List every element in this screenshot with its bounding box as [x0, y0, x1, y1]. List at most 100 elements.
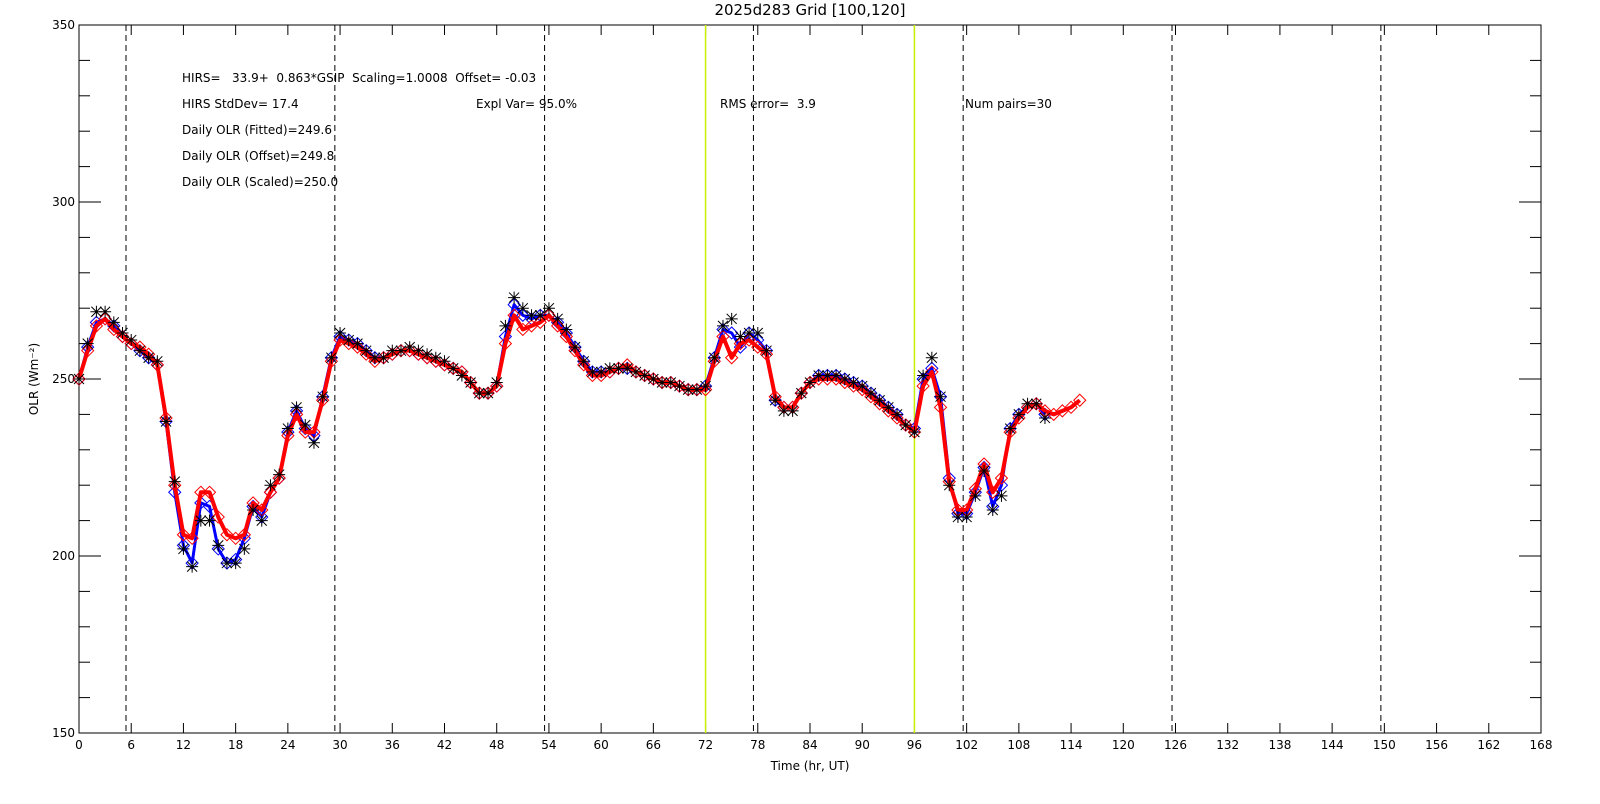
point-marker — [542, 302, 555, 315]
point-marker — [734, 330, 747, 343]
point-marker — [603, 362, 616, 375]
x-tick-label: 84 — [802, 738, 817, 752]
point-marker — [890, 411, 904, 425]
point-marker — [1064, 400, 1078, 415]
point-marker — [812, 369, 825, 382]
y-tick-label: 150 — [52, 726, 75, 740]
point-marker — [473, 387, 486, 400]
x-tick-label: 66 — [646, 738, 661, 752]
point-marker — [80, 343, 95, 358]
point-marker — [255, 514, 268, 527]
annotation: Daily OLR (Offset)=249.8 — [182, 149, 334, 163]
point-marker — [315, 393, 330, 407]
point-marker — [943, 479, 956, 492]
x-tick-label: 144 — [1321, 738, 1344, 752]
point-marker — [951, 511, 964, 524]
point-marker — [455, 369, 468, 382]
point-marker — [151, 355, 164, 368]
x-tick-label: 24 — [280, 738, 295, 752]
annotation: Daily OLR (Fitted)=249.6 — [182, 123, 332, 137]
x-tick-label: 168 — [1530, 738, 1553, 752]
point-marker — [429, 351, 442, 364]
point-marker — [821, 369, 834, 382]
point-marker — [264, 479, 277, 492]
point-marker — [577, 358, 591, 372]
x-tick-label: 156 — [1425, 738, 1448, 752]
point-marker — [769, 394, 782, 407]
point-marker — [759, 347, 774, 361]
point-marker — [229, 557, 242, 570]
x-tick-label: 48 — [489, 738, 504, 752]
x-tick-label: 102 — [955, 738, 978, 752]
x-tick-label: 132 — [1216, 738, 1239, 752]
point-marker — [908, 426, 921, 439]
x-tick-label: 78 — [750, 738, 765, 752]
point-marker — [360, 344, 373, 357]
point-marker — [569, 341, 582, 354]
point-marker — [559, 329, 574, 344]
point-marker — [272, 471, 286, 485]
point-marker — [751, 326, 764, 339]
point-marker — [403, 341, 416, 354]
point-marker — [917, 369, 930, 382]
point-marker — [690, 383, 703, 396]
point-marker — [864, 389, 878, 404]
point-marker — [829, 372, 843, 386]
point-marker — [743, 326, 756, 339]
annotation: Daily OLR (Scaled)=250.0 — [182, 175, 338, 189]
point-marker — [724, 351, 739, 365]
x-tick-label: 120 — [1112, 738, 1135, 752]
point-marker — [211, 510, 225, 524]
chart-title: 2025d283 Grid [100,120] — [714, 1, 905, 19]
point-marker — [386, 344, 399, 357]
point-marker — [751, 340, 765, 354]
point-marker — [176, 528, 191, 542]
x-tick-label: 54 — [541, 738, 556, 752]
point-marker — [804, 376, 816, 389]
point-marker — [186, 560, 199, 573]
point-marker — [289, 407, 304, 422]
point-marker — [716, 319, 729, 332]
point-marker — [699, 380, 712, 393]
point-marker — [1073, 393, 1087, 407]
x-tick-label: 150 — [1373, 738, 1396, 752]
point-marker — [168, 475, 181, 488]
point-marker — [499, 319, 512, 332]
point-marker — [185, 531, 199, 546]
point-marker — [107, 316, 120, 329]
point-marker — [1021, 397, 1034, 410]
point-marker — [934, 390, 947, 403]
point-marker — [656, 376, 669, 389]
x-axis-label: Time (hr, UT) — [770, 759, 850, 773]
point-marker — [978, 465, 991, 478]
point-marker — [220, 557, 233, 570]
point-marker — [273, 468, 286, 481]
point-marker — [89, 319, 104, 333]
x-tick-label: 18 — [228, 738, 243, 752]
x-tick-label: 36 — [385, 738, 400, 752]
point-marker — [168, 485, 182, 499]
point-marker — [325, 351, 338, 364]
point-marker — [281, 422, 294, 435]
x-tick-label: 42 — [437, 738, 452, 752]
point-marker — [342, 336, 356, 351]
point-marker — [698, 382, 713, 397]
point-marker — [595, 365, 608, 378]
point-marker — [307, 436, 320, 449]
point-marker — [507, 297, 521, 312]
point-marker — [490, 379, 504, 393]
point-marker — [237, 528, 252, 542]
point-marker — [447, 362, 460, 375]
annotation: Expl Var= 95.0% — [476, 97, 577, 111]
point-marker — [177, 542, 190, 555]
point-marker — [299, 419, 312, 432]
x-tick-label: 114 — [1060, 738, 1083, 752]
point-marker — [220, 528, 234, 542]
point-marker — [90, 305, 103, 318]
x-tick-label: 126 — [1164, 738, 1187, 752]
point-marker — [621, 362, 634, 375]
point-marker — [194, 496, 208, 510]
x-tick-label: 6 — [127, 738, 135, 752]
point-marker — [534, 309, 547, 322]
